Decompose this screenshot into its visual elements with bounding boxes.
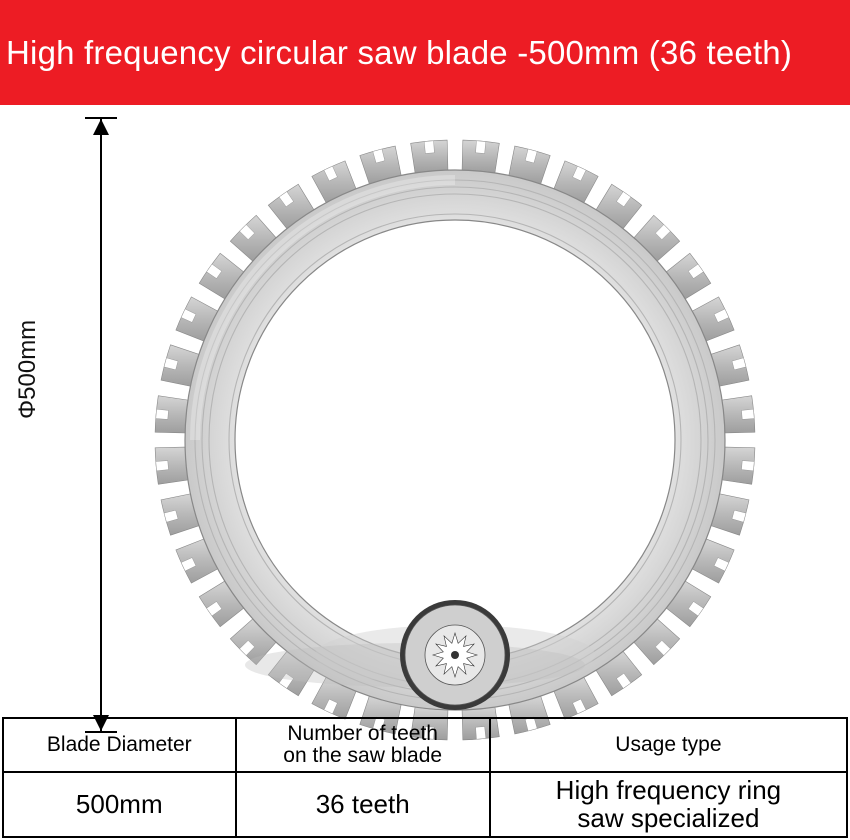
dimension-line: [100, 118, 102, 733]
val-teeth: 36 teeth: [236, 772, 490, 837]
col-header-teeth: Number of teethon the saw blade: [236, 718, 490, 772]
col-header-usage: Usage type: [490, 718, 847, 772]
table-value-row: 500mm 36 teeth High frequency ringsaw sp…: [3, 772, 847, 837]
title-bar: High frequency circular saw blade -500mm…: [0, 0, 850, 105]
spec-table: Blade Diameter Number of teethon the saw…: [2, 717, 848, 838]
title-text: High frequency circular saw blade -500mm…: [6, 34, 792, 72]
saw-blade-diagram: [130, 115, 780, 765]
val-usage: High frequency ringsaw specialized: [490, 772, 847, 837]
val-diameter: 500mm: [3, 772, 236, 837]
table-header-row: Blade Diameter Number of teethon the saw…: [3, 718, 847, 772]
diagram-area: Φ500mm: [0, 105, 850, 730]
col-header-diameter: Blade Diameter: [3, 718, 236, 772]
diameter-label: Φ500mm: [14, 320, 42, 419]
